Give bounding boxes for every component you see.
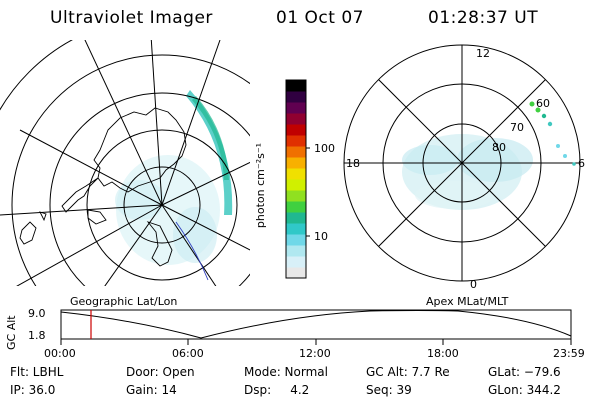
info-gc-alt: GC Alt: 7.7 Re — [366, 365, 450, 379]
date-label: 01 Oct 07 — [276, 8, 364, 28]
geographic-map — [0, 40, 250, 286]
altitude-timeline — [60, 309, 572, 345]
colorbar-swatch — [286, 146, 306, 158]
colorbar-swatch — [286, 245, 306, 257]
colorbar-swatch — [286, 256, 306, 268]
colorbar-swatch — [286, 234, 306, 246]
colorbar-swatch — [286, 212, 306, 224]
polar-label-18: 18 — [346, 157, 360, 170]
projection-right-label: Apex MLat/MLT — [426, 295, 509, 308]
colorbar-swatch — [286, 80, 306, 92]
colorbar-swatch — [286, 102, 306, 114]
info-glon: GLon: 344.2 — [488, 383, 561, 397]
info-seq: Seq: 39 — [366, 383, 412, 397]
colorbar-swatch — [286, 135, 306, 147]
colorbar-swatch — [286, 179, 306, 191]
colorbar — [285, 79, 310, 279]
polar-label-80: 80 — [492, 141, 506, 154]
colorbar-tick-10: 10 — [314, 230, 328, 243]
colorbar-frame — [285, 79, 307, 279]
coastline — [93, 107, 187, 193]
timeline-ylabel: GC Alt — [5, 315, 18, 350]
polar-label-0: 0 — [470, 278, 477, 291]
timeline-tick-3: 18:00 — [427, 347, 459, 360]
colorbar-swatch — [286, 91, 306, 103]
altitude-curve — [60, 310, 572, 339]
info-glat: GLat: −79.6 — [488, 365, 561, 379]
colorbar-swatch — [286, 157, 306, 169]
left-emission — [115, 90, 233, 265]
polar-emission-dots — [529, 101, 576, 166]
info-mode: Mode: Normal — [244, 365, 328, 379]
projection-left-label: Geographic Lat/Lon — [70, 295, 178, 308]
info-dsp: Dsp: 4.2 — [244, 383, 310, 397]
info-gain: Gain: 14 — [126, 383, 177, 397]
timeline-y-top: 9.0 — [28, 307, 46, 320]
timeline-tick-1: 06:00 — [172, 347, 204, 360]
colorbar-swatch — [286, 113, 306, 125]
info-door: Door: Open — [126, 365, 195, 379]
colorbar-swatch — [286, 168, 306, 180]
timeline-tick-2: 12:00 — [299, 347, 331, 360]
colorbar-swatch — [286, 124, 306, 136]
colorbar-tick-100: 100 — [314, 142, 335, 155]
timeline-tick-4: 23:59 — [553, 347, 585, 360]
timeline-tick-0: 00:00 — [44, 347, 76, 360]
polar-label-12: 12 — [476, 47, 490, 60]
colorbar-swatch — [286, 190, 306, 202]
satellite-track — [175, 221, 209, 281]
colorbar-swatch — [286, 267, 306, 279]
info-flt: Flt: LBHL — [10, 365, 64, 379]
polar-label-60: 60 — [536, 97, 550, 110]
colorbar-swatch — [286, 201, 306, 213]
timeline-y-bottom: 1.8 — [28, 329, 46, 342]
colorbar-unit-label: photon cm⁻²s⁻¹ — [254, 142, 268, 229]
info-ip: IP: 36.0 — [10, 383, 56, 397]
polar-label-6: 6 — [578, 157, 585, 170]
polar-label-70: 70 — [510, 121, 524, 134]
polar-plot — [343, 44, 581, 282]
instrument-title: Ultraviolet Imager — [50, 8, 213, 28]
time-label: 01:28:37 UT — [428, 8, 539, 28]
colorbar-swatch — [286, 223, 306, 235]
